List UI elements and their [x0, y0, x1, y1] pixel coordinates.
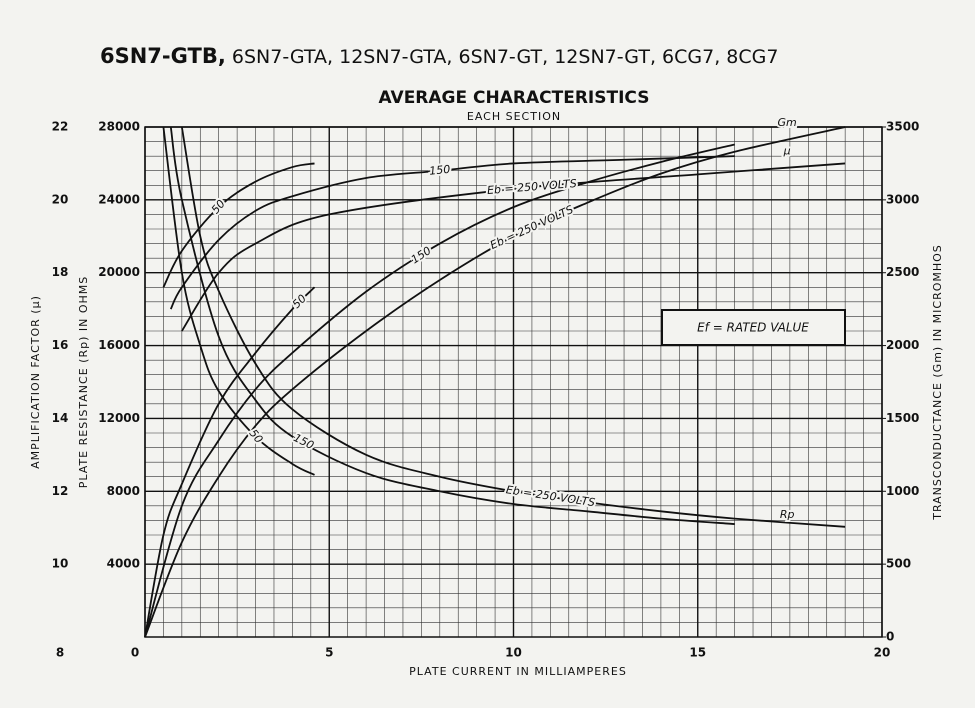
chart-title: 6SN7-GTB, 6SN7-GTA, 12SN7-GTA, 6SN7-GT, … [100, 44, 778, 68]
y3-tick-label: 20 [52, 192, 69, 206]
x-tick-label: 0 [131, 646, 139, 660]
plot [144, 126, 846, 638]
curve-label: 150 [429, 163, 451, 178]
y-tick-label: 8000 [107, 484, 140, 498]
y2-tick-label: 2000 [886, 338, 919, 352]
curve-end-label: μ [783, 144, 791, 157]
curve [144, 143, 735, 638]
curve [162, 126, 315, 476]
y-tick-label: 4000 [107, 557, 140, 571]
x-tick-label: 10 [505, 646, 522, 660]
curve [144, 286, 316, 638]
y2-tick-label: 500 [886, 557, 911, 571]
title-rest: 6SN7-GTA, 12SN7-GTA, 6SN7-GT, 12SN7-GT, … [232, 46, 779, 68]
y2-tick-label: 2500 [886, 265, 919, 279]
y3-tick-label: 22 [52, 120, 69, 134]
y2-tick-label: 0 [886, 630, 894, 644]
y2-axis-title: TRANSCONDUCTANCE (Gm) IN MICROMHOS [931, 244, 944, 521]
y-tick-label: 12000 [98, 411, 140, 425]
curve [180, 126, 846, 528]
x-tick-label: 5 [325, 646, 333, 660]
y2-tick-label: 3000 [886, 192, 919, 206]
y3-tick-label: 10 [52, 557, 69, 571]
y-tick-label: 20000 [98, 265, 140, 279]
x-tick-label: 20 [874, 646, 891, 660]
y3-tick-label: 14 [52, 411, 69, 425]
y2-tick-label: 1500 [886, 411, 919, 425]
x-axis-title: PLATE CURRENT IN MILLIAMPERES [409, 665, 627, 678]
x-tick-label: 15 [689, 646, 706, 660]
curve-end-label: Rp [780, 508, 795, 521]
curve [181, 162, 846, 332]
curve [169, 155, 735, 310]
y2-tick-label: 3500 [886, 120, 919, 134]
title-bold: 6SN7-GTB, [100, 44, 226, 68]
y-axis-title: PLATE RESISTANCE (Rp) IN OHMS [77, 276, 90, 488]
subtitle: AVERAGE CHARACTERISTICS [379, 88, 650, 108]
y-tick-label: 24000 [98, 192, 140, 206]
grid [144, 126, 883, 638]
curve [169, 126, 735, 525]
y-tick-label: 16000 [98, 338, 140, 352]
subtitle2: EACH SECTION [467, 110, 561, 123]
annotation: Ef = RATED VALUE [697, 321, 809, 335]
curve [144, 126, 846, 638]
y-tick-label: 28000 [98, 120, 140, 134]
curve-end-label: Gm [778, 116, 797, 129]
y3-tick-label: 18 [52, 265, 69, 279]
y3-tick-label: 16 [52, 338, 69, 352]
y3-tick-label: 12 [52, 484, 69, 498]
annotation-box [661, 309, 846, 346]
y2-tick-label: 1000 [886, 484, 919, 498]
y3-axis-title: AMPLIFICATION FACTOR (μ) [29, 295, 42, 469]
y3-tick-label: 8 [56, 646, 64, 660]
